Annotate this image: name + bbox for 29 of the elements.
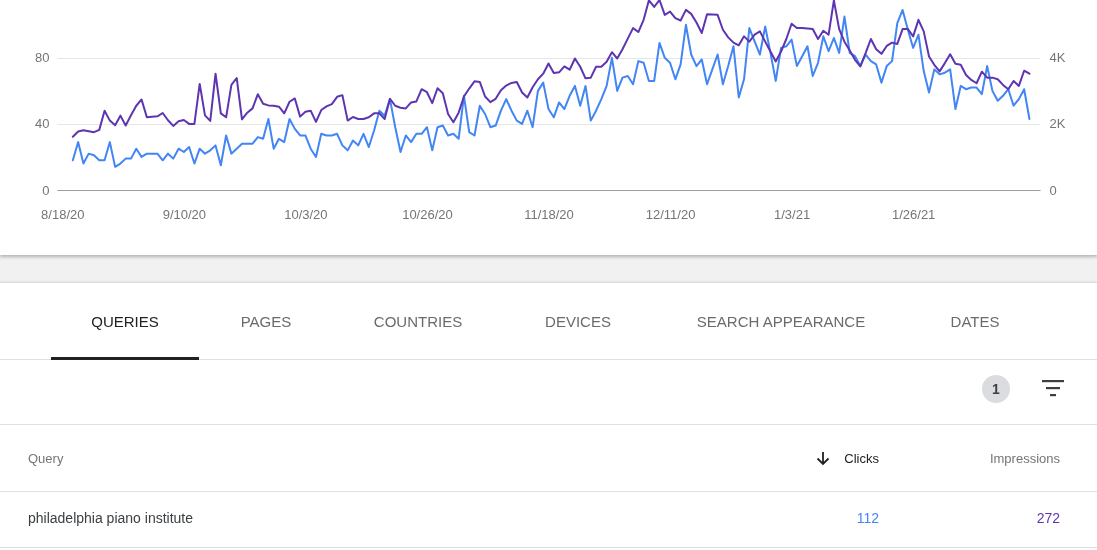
text: Query xyxy=(28,450,64,466)
y2-tick-label: 4K xyxy=(1049,50,1066,66)
x-tick-label: 1/3/21 xyxy=(774,206,811,222)
text: PAGES xyxy=(240,312,292,330)
text: 112 xyxy=(856,510,879,526)
text: QUERIES xyxy=(91,312,159,330)
x-tick-label: 8/18/20 xyxy=(41,206,85,222)
x-tick-label: 9/10/20 xyxy=(162,206,207,222)
y-tick-label: 80 xyxy=(35,50,50,66)
y-tick-label: 0 xyxy=(42,182,50,198)
x-tick-label: 10/3/20 xyxy=(284,206,328,222)
text: DATES xyxy=(950,312,1000,330)
text: Clicks xyxy=(844,450,879,466)
text: COUNTRIES xyxy=(373,312,463,330)
text: philadelphia piano institute xyxy=(28,510,194,526)
text: 272 xyxy=(1036,510,1060,526)
y-tick-label: 40 xyxy=(35,116,50,132)
x-tick-label: 10/26/20 xyxy=(402,206,453,222)
line-series xyxy=(71,0,1031,138)
text: DEVICES xyxy=(545,312,611,330)
x-tick-label: 12/11/20 xyxy=(645,206,696,222)
text: Impressions xyxy=(989,450,1060,466)
x-tick-label: 1/26/21 xyxy=(891,206,936,222)
y2-tick-label: 2K xyxy=(1049,116,1066,132)
text: 1 xyxy=(992,381,1000,397)
y2-tick-label: 0 xyxy=(1049,182,1057,198)
text: SEARCH APPEARANCE xyxy=(696,312,866,330)
x-tick-label: 11/18/20 xyxy=(524,206,574,222)
line-series xyxy=(71,8,1031,168)
